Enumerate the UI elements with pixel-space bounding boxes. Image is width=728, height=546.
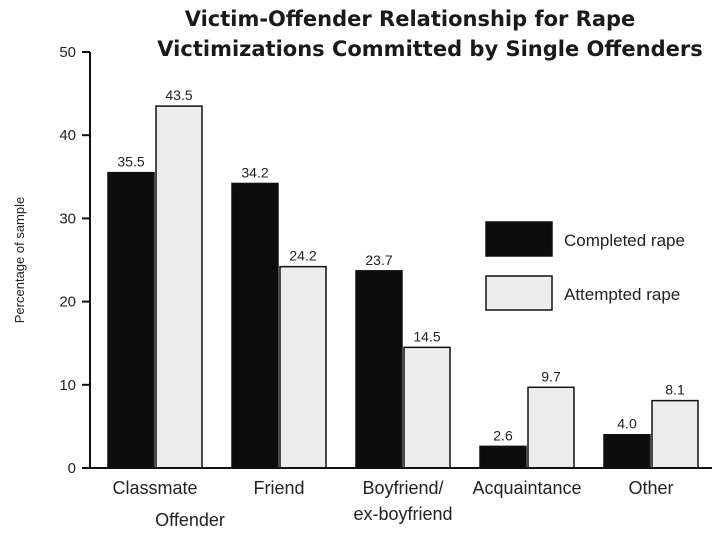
bar-attempted [651, 399, 699, 469]
y-axis: 0 10 20 30 40 50 Percentage of sample [12, 44, 91, 477]
x-category-label: ex-boyfriend [353, 504, 452, 524]
y-tick-label: 10 [59, 377, 76, 394]
bar-value-label: 4.0 [617, 416, 637, 432]
y-tick-label: 20 [59, 294, 76, 311]
y-tick-label: 30 [59, 210, 76, 227]
legend-label: Completed rape [564, 231, 685, 250]
bar-completed [231, 182, 279, 469]
bar-value-label: 34.2 [241, 164, 268, 180]
bar-attempted [403, 346, 451, 469]
y-tick-label: 50 [59, 44, 76, 61]
legend-swatch [485, 275, 553, 311]
bar-attempted [527, 386, 575, 469]
x-axis: Classmate Friend Boyfriend/ex-boyfriend Acq… [90, 467, 712, 530]
x-category-label: Friend [253, 478, 304, 498]
bar-value-label: 2.6 [493, 427, 513, 443]
x-category-label: Classmate [112, 478, 197, 498]
bar-completed [479, 445, 527, 469]
y-axis-label: Percentage of sample [12, 197, 27, 323]
bar-attempted [155, 105, 203, 469]
chart-title-line: Victimizations Committed by Single Offen… [157, 37, 702, 61]
bar-value-label: 43.5 [165, 87, 192, 103]
y-tick-label: 0 [68, 460, 76, 477]
bar-completed [107, 171, 155, 469]
bar-completed [355, 270, 403, 469]
legend-swatch [485, 221, 553, 257]
bar-value-label: 14.5 [413, 328, 440, 344]
chart-title-line: Victim-Offender Relationship for Rape [185, 7, 636, 31]
bar-value-label: 24.2 [289, 248, 316, 264]
x-axis-label: Offender [155, 510, 225, 530]
bar-attempted [279, 265, 327, 469]
y-tick-label: 40 [59, 127, 76, 144]
bar-value-label: 9.7 [541, 368, 561, 384]
bar-value-label: 8.1 [665, 382, 685, 398]
bars: 35.5 34.2 23.7 2.6 4.0 43.5 24.2 14.5 9.7 8.1 [107, 87, 699, 469]
legend: Completed rape Attempted rape [485, 221, 685, 311]
x-category-label: Other [628, 478, 673, 498]
bar-completed [603, 433, 651, 469]
x-category-label: Boyfriend/ [362, 478, 443, 498]
chart-title: Victim-Offender Relationship for Rape Vic… [157, 7, 702, 61]
bar-value-label: 23.7 [365, 252, 392, 268]
legend-label: Attempted rape [564, 285, 680, 304]
bar-value-label: 35.5 [117, 154, 144, 170]
x-category-label: Acquaintance [472, 478, 581, 498]
